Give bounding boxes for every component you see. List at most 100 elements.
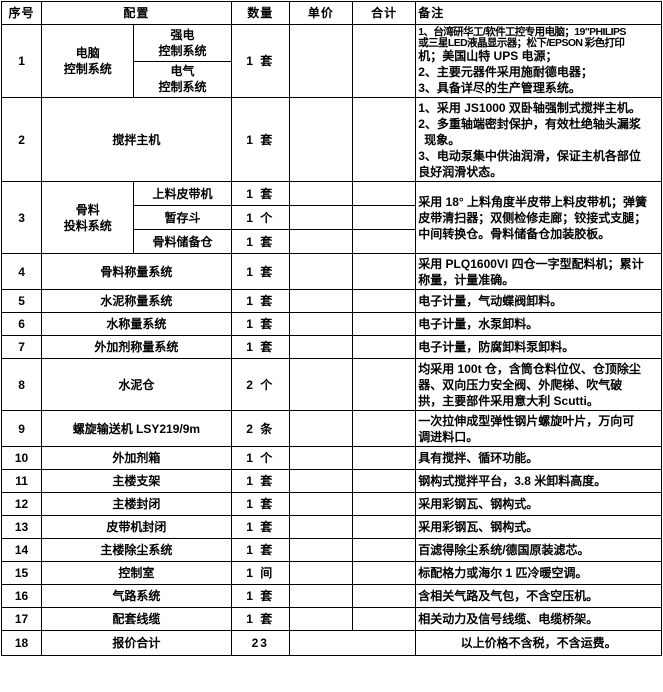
row-seq: 8 [0,358,43,411]
row-config: 配套线缆 [41,607,232,631]
row-qty: 1 套 [230,289,290,313]
row-subitem-line2: 控制系统 [158,80,207,95]
row-qty: 1 个 [230,446,290,470]
row-unit-price [288,446,354,470]
row-qty: 1 套 [230,607,290,631]
row-config: 报价合计 [41,630,232,656]
row-seq: 7 [0,335,43,359]
row-seq: 1 [0,24,43,98]
row-subitem-unit-price [288,205,354,230]
row-note-line: 中间转换仓。骨料储备仓加装胶板。 [418,226,611,241]
row-note-line: 含相关气路及气包，不含空压机。 [418,589,599,603]
row-note: 相关动力及信号线缆、电缆桥架。 [415,607,662,631]
table-row: 暂存斗 1 个 [2,205,662,230]
row-qty: 1 套 [230,469,290,493]
table-row: 11 主楼支架 1 套 钢构式搅拌平台，3.8 米卸料高度。 [0,469,662,493]
row-total [352,335,417,359]
row-config: 水泥称量系统 [41,289,232,313]
table-row: 14 主楼除尘系统 1 套 百滤得除尘系统/德国原装滤芯。 [0,538,662,562]
row-note: 标配格力或海尔 1 匹冷暖空调。 [415,561,662,585]
row-seq: 6 [0,312,43,336]
row-note-line: 均采用 100t 仓，含筒仓料位仪、仓顶除尘 [418,361,641,376]
row-unit-price [288,97,354,182]
row-note-line: 相关动力及信号线缆、电缆桥架。 [418,612,599,626]
row-config-line1: 电脑 [75,46,100,60]
row-note: 采用 18° 上料角度半皮带上料皮带机；弹簧 皮带清扫器；双侧检修走廊；铰接式支… [415,181,662,254]
row-unit-price [288,561,354,585]
row-qty: 23 [230,630,290,656]
row-qty: 2 个 [230,358,290,411]
row-note-line: 3、电动泵集中供油润滑，保证主机各部位 [418,148,641,163]
table-row: 15 控制室 1 间 标配格力或海尔 1 匹冷暖空调。 [0,561,662,585]
row-subitem-name: 强电 控制系统 [133,24,232,62]
row-unit-price [288,312,354,336]
row-note: 以上价格不含税，不含运费。 [415,630,662,656]
row-config-line2: 投料系统 [63,218,112,233]
row-unit-price [288,410,354,447]
row-note-line: 电子计量，防腐卸料泵卸料。 [418,340,575,354]
row-config: 主楼支架 [41,469,232,493]
row-total [352,358,417,411]
row-config: 电脑 控制系统 [41,24,135,98]
row-note-line: 钢构式搅拌平台，3.8 米卸料高度。 [418,474,607,488]
row-seq: 2 [0,97,43,182]
row-config: 水泥仓 [41,358,232,411]
row-note-line: 采用彩钢瓦、钢构式。 [418,497,539,511]
row-subitem-name: 上料皮带机 [133,181,232,206]
row-note-line: 电子计量，水泵卸料。 [418,317,539,331]
row-note: 采用彩钢瓦、钢构式。 [415,515,662,539]
row-unit-price [288,469,354,493]
row-subitem-line2: 控制系统 [158,43,207,58]
column-header-unit-price: 单价 [288,1,354,25]
row-seq: 16 [0,584,43,608]
column-header-config: 配置 [41,1,232,25]
table-row: 13 皮带机封闭 1 套 采用彩钢瓦、钢构式。 [0,515,662,539]
row-note: 电子计量，水泵卸料。 [415,312,662,336]
table-row: 9 螺旋输送机 LSY219/9m 2 条 一次拉伸成型弹性钢片螺旋叶片，万向可… [0,410,662,447]
row-qty: 1 套 [230,492,290,516]
row-subitem-unit-price [288,181,354,206]
row-seq: 3 [0,181,43,254]
row-seq: 11 [0,469,43,493]
row-config: 外加剂箱 [41,446,232,470]
row-note-line: 拱，主要部件采用意大利 Scutti。 [418,393,599,408]
row-config: 主楼封闭 [41,492,232,516]
row-subitem-name: 骨料储备仓 [133,229,232,254]
row-subitem-total [352,181,417,206]
row-config: 控制室 [41,561,232,585]
row-config: 骨料称量系统 [41,253,232,290]
row-subitem-total [352,229,417,254]
table-row: 7 外加剂称量系统 1 套 电子计量，防腐卸料泵卸料。 [0,335,662,359]
row-config-line1: 骨料 [75,202,100,217]
row-total [352,97,417,182]
table-row: 10 外加剂箱 1 个 具有搅拌、循环功能。 [0,446,662,470]
row-note-line: 或三星LED液晶显示器；松下/EPSON 彩色打印 [418,37,625,49]
row-note: 1、采用 JS1000 双卧轴强制式搅拌主机。 2、多重轴端密封保护，有效杜绝轴… [415,97,662,182]
row-note: 百滤得除尘系统/德国原装滤芯。 [415,538,662,562]
row-subitem-name: 暂存斗 [133,205,232,230]
row-unit-price [288,607,354,631]
row-config: 气路系统 [41,584,232,608]
row-note: 采用彩钢瓦、钢构式。 [415,492,662,516]
row-unit-price [288,358,354,411]
table-row: 12 主楼封闭 1 套 采用彩钢瓦、钢构式。 [0,492,662,516]
row-seq: 15 [0,561,43,585]
row-note: 采用 PLQ1600VI 四仓一字型配料机；累计 称量，计量准确。 [415,253,662,290]
row-total [352,492,417,516]
row-total [352,446,417,470]
row-unit-price [288,253,354,290]
row-note-line: 机；美国山特 UPS 电源； [418,49,558,63]
table-row: 4 骨料称量系统 1 套 采用 PLQ1600VI 四仓一字型配料机；累计 称量… [0,253,662,290]
table-row: 电气 控制系统 [2,60,662,98]
row-subitem-qty: 1 套 [230,229,290,254]
row-config: 水称量系统 [41,312,232,336]
header-row: 序号 配置 数量 单价 合计 备注 [0,1,662,25]
row-qty: 1 套 [230,97,290,182]
row-note-line: 电子计量，气动蝶阀卸料。 [418,294,563,308]
row-note-line: 2、主要元器件采用施耐德电器； [418,65,593,79]
row-note: 电子计量，防腐卸料泵卸料。 [415,335,662,359]
row-unit-price [288,538,354,562]
row-qty: 1 套 [230,515,290,539]
row-qty: 1 套 [230,335,290,359]
row-subitem-line1: 电气 [170,64,195,79]
